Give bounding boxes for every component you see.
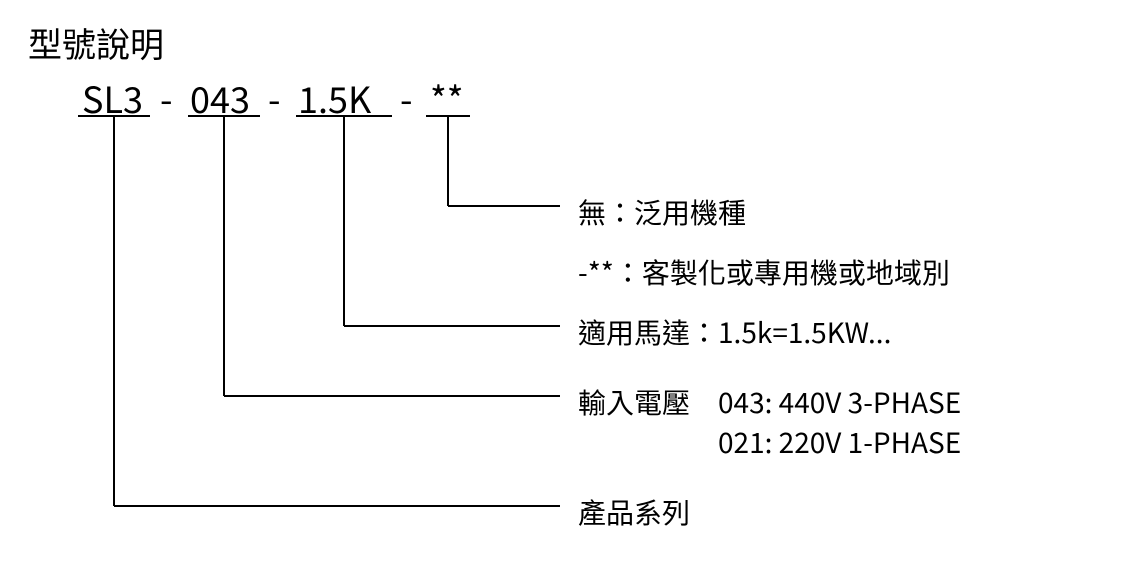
diagram-stage: 型號說明 SL3 - 043 - 1.5K - ** 無：泛用機種 -**：客製… — [0, 0, 1145, 568]
callout-lines — [0, 0, 1145, 568]
